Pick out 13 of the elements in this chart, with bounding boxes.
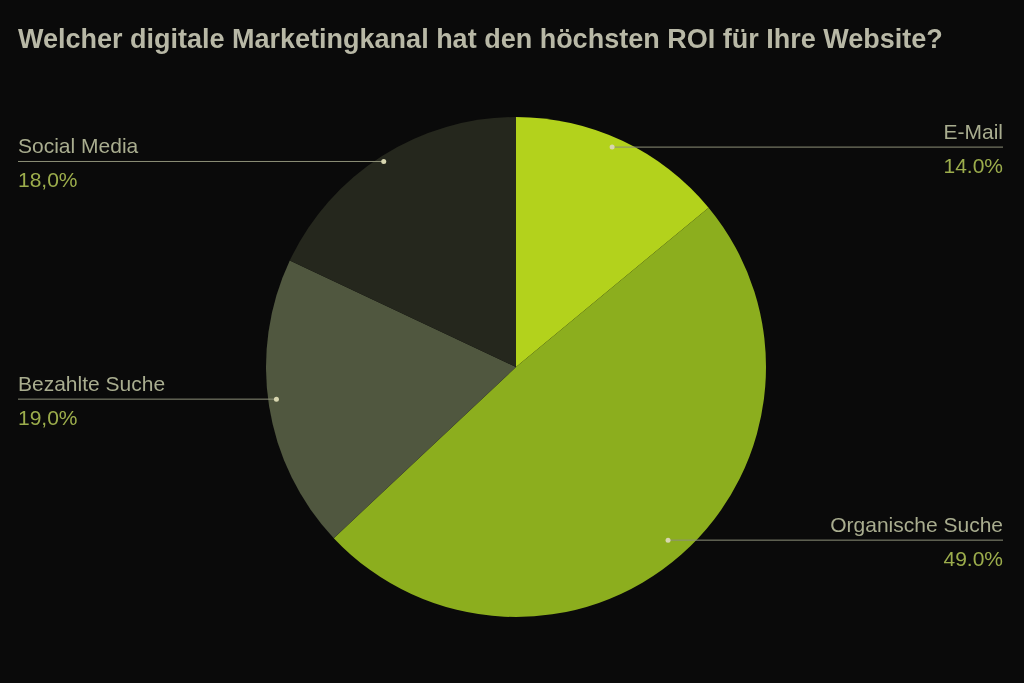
data-label: 49.0%: [943, 547, 1003, 571]
pie-slice: [516, 117, 709, 367]
chart-title: Welcher digitale Marketingkanal hat den höchsten ROI für Ihre Website?: [18, 23, 944, 56]
pie-slice: [333, 207, 766, 617]
slice-label: Bezahlte Suche: [18, 372, 166, 396]
data-label: 19,0%: [18, 406, 78, 430]
data-label: 18,0%: [18, 168, 78, 192]
slice-label: E-Mail: [943, 120, 1003, 144]
slice-label: Organische Suche: [830, 513, 1003, 537]
pie-slice: [266, 260, 516, 539]
data-label: 14.0%: [943, 154, 1003, 178]
pie-slice: [289, 117, 516, 367]
slice-label: Social Media: [18, 134, 139, 158]
